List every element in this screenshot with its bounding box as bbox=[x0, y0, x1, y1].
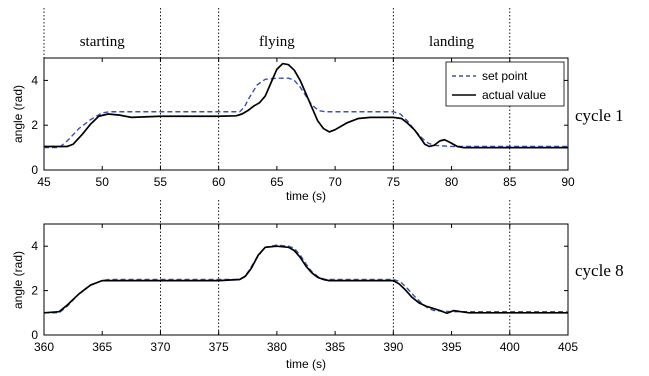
series-layer-cycle-8 bbox=[43, 244, 568, 315]
x-tick-label: 405 bbox=[558, 340, 578, 354]
x-tick-label: 375 bbox=[209, 340, 229, 354]
x-tick-label: 70 bbox=[328, 175, 342, 189]
x-axis-label-cycle-8: time (s) bbox=[286, 357, 326, 371]
series-layer-cycle-1 bbox=[44, 62, 568, 149]
y-axis-label-cycle-8: angle (rad) bbox=[11, 251, 25, 309]
phase-labels: starting flying landing bbox=[80, 34, 475, 50]
x-tick-label: 385 bbox=[325, 340, 345, 354]
x-tick-label: 380 bbox=[267, 340, 287, 354]
series-line-actual-value-cycle-1 bbox=[44, 62, 568, 149]
cycle-label-8: cycle 8 bbox=[575, 261, 624, 280]
series-line-actual-value-cycle-8 bbox=[43, 245, 568, 315]
y-ticks-cycle-8: 0 2 4 bbox=[31, 239, 568, 342]
phase-label-landing: landing bbox=[429, 34, 474, 50]
phase-label-flying: flying bbox=[259, 34, 295, 50]
chart-cycle-8: 360 365 370 375 380 385 390 395 400 405 0 2 4 time … bbox=[11, 200, 624, 371]
x-tick-label: 400 bbox=[500, 340, 520, 354]
x-tick-label: 365 bbox=[92, 340, 112, 354]
y-tick-label: 4 bbox=[31, 239, 38, 253]
x-tick-label: 45 bbox=[37, 175, 51, 189]
y-tick-label: 2 bbox=[31, 118, 38, 132]
x-tick-label: 390 bbox=[383, 340, 403, 354]
legend-box bbox=[445, 61, 565, 107]
y-tick-label: 2 bbox=[31, 284, 38, 298]
x-tick-label: 80 bbox=[445, 175, 459, 189]
x-ticks-cycle-8: 360 365 370 375 380 385 390 395 400 405 bbox=[34, 224, 578, 354]
x-axis-label-cycle-1: time (s) bbox=[286, 189, 326, 203]
series-line-set-point-cycle-8 bbox=[44, 244, 568, 314]
x-ticks-cycle-1: 45 50 55 60 65 70 75 80 85 90 bbox=[37, 58, 575, 189]
chart-cycle-1: 45 50 55 60 65 70 75 80 85 90 0 2 4 time (s) angle … bbox=[11, 8, 624, 203]
x-tick-label: 60 bbox=[212, 175, 226, 189]
plot-frame-cycle-8 bbox=[43, 223, 569, 336]
cycle-label-1: cycle 1 bbox=[575, 106, 624, 125]
x-tick-label: 85 bbox=[503, 175, 517, 189]
y-ticks-cycle-1: 0 2 4 bbox=[31, 73, 568, 177]
x-tick-label: 75 bbox=[387, 175, 401, 189]
legend: set point actual value bbox=[445, 61, 565, 107]
legend-label-set-point: set point bbox=[482, 69, 528, 83]
x-tick-label: 370 bbox=[150, 340, 170, 354]
y-tick-label: 4 bbox=[31, 73, 38, 87]
x-tick-label: 65 bbox=[270, 175, 284, 189]
x-tick-label: 395 bbox=[442, 340, 462, 354]
y-tick-label: 0 bbox=[31, 328, 38, 342]
y-axis-label-cycle-1: angle (rad) bbox=[11, 85, 25, 143]
legend-label-actual-value: actual value bbox=[482, 88, 546, 102]
x-tick-label: 50 bbox=[96, 175, 110, 189]
phase-lines-cycle-1 bbox=[43, 8, 511, 170]
phase-label-starting: starting bbox=[80, 34, 125, 50]
x-tick-label: 90 bbox=[561, 175, 575, 189]
x-tick-label: 360 bbox=[34, 340, 54, 354]
y-tick-label: 0 bbox=[31, 163, 38, 177]
phase-lines-cycle-8 bbox=[159, 200, 511, 335]
x-tick-label: 55 bbox=[154, 175, 168, 189]
